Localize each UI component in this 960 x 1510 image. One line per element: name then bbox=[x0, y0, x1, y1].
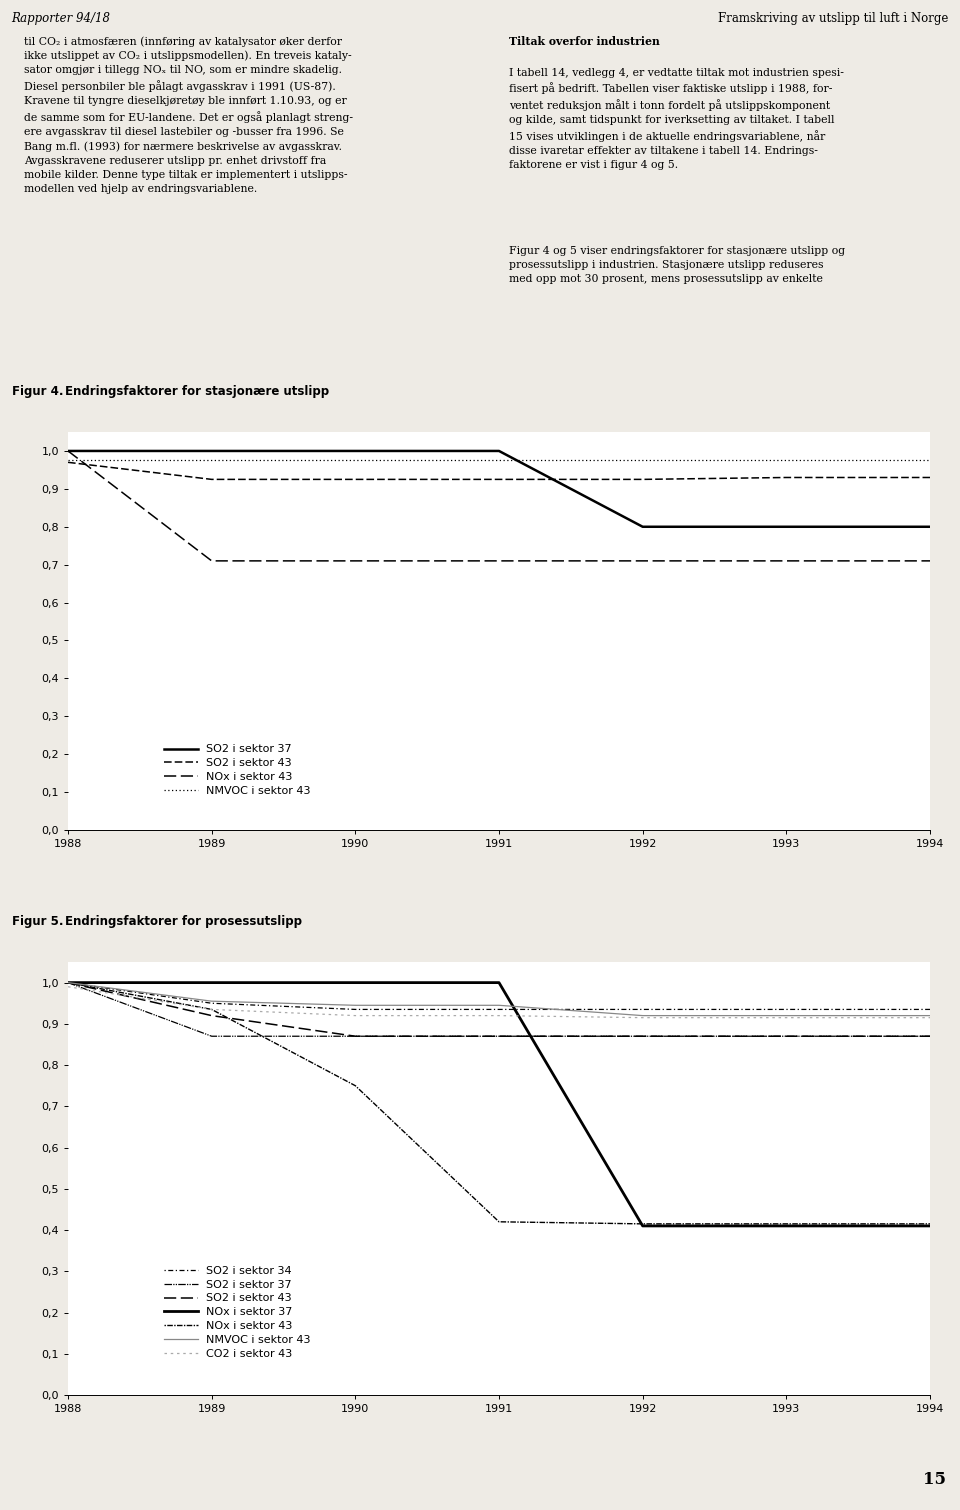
Text: 15: 15 bbox=[923, 1471, 946, 1487]
Text: til CO₂ i atmosfæren (innføring av katalysator øker derfor
ikke utslippet av CO₂: til CO₂ i atmosfæren (innføring av katal… bbox=[24, 36, 353, 193]
Text: I tabell 14, vedlegg 4, er vedtatte tiltak mot industrien spesi-
fisert på bedri: I tabell 14, vedlegg 4, er vedtatte tilt… bbox=[509, 68, 844, 171]
Text: Tiltak overfor industrien: Tiltak overfor industrien bbox=[509, 36, 660, 47]
Text: Framskriving av utslipp til luft i Norge: Framskriving av utslipp til luft i Norge bbox=[718, 12, 948, 24]
Legend: SO2 i sektor 34, SO2 i sektor 37, SO2 i sektor 43, NOx i sektor 37, NOx i sektor: SO2 i sektor 34, SO2 i sektor 37, SO2 i … bbox=[159, 1261, 316, 1364]
Text: Figur 5.: Figur 5. bbox=[12, 915, 63, 927]
Text: Endringsfaktorer for prosessutslipp: Endringsfaktorer for prosessutslipp bbox=[65, 915, 302, 927]
Text: Endringsfaktorer for stasjonære utslipp: Endringsfaktorer for stasjonære utslipp bbox=[65, 385, 329, 397]
Text: Figur 4.: Figur 4. bbox=[12, 385, 63, 397]
Legend: SO2 i sektor 37, SO2 i sektor 43, NOx i sektor 43, NMVOC i sektor 43: SO2 i sektor 37, SO2 i sektor 43, NOx i … bbox=[159, 740, 316, 800]
Text: Figur 4 og 5 viser endringsfaktorer for stasjonære utslipp og
prosessutslipp i i: Figur 4 og 5 viser endringsfaktorer for … bbox=[509, 246, 845, 284]
Text: Rapporter 94/18: Rapporter 94/18 bbox=[12, 12, 110, 24]
